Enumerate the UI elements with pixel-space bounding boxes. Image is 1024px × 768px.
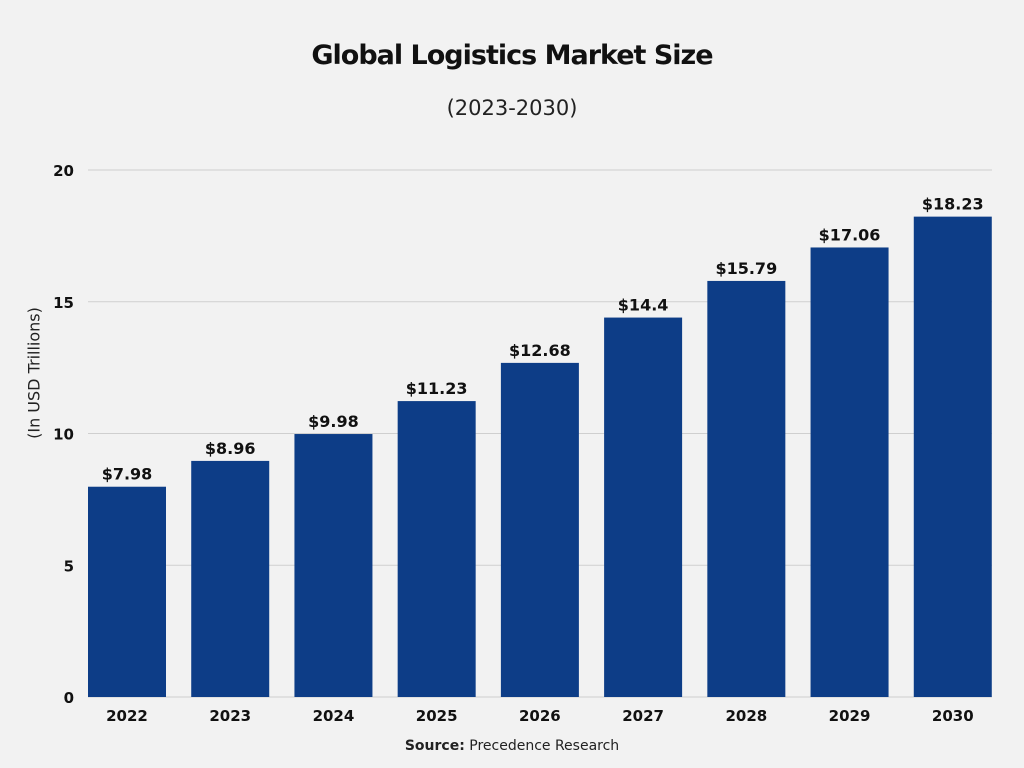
y-tick-label: 20 <box>53 162 74 180</box>
data-label: $12.68 <box>509 341 571 360</box>
source-note: Source: Precedence Research <box>0 738 1024 754</box>
y-tick-label: 15 <box>53 294 74 312</box>
x-tick-label: 2030 <box>932 707 974 725</box>
data-label: $7.98 <box>102 465 153 484</box>
x-tick-label: 2023 <box>209 707 251 725</box>
bar <box>191 460 270 697</box>
bar <box>397 401 476 697</box>
data-label: $18.23 <box>922 195 984 214</box>
bar <box>604 317 683 697</box>
x-tick-label: 2024 <box>313 707 355 725</box>
bar <box>810 247 889 697</box>
x-tick-label: 2029 <box>829 707 871 725</box>
bar <box>88 486 166 697</box>
bar <box>294 434 373 697</box>
y-tick-label: 10 <box>53 426 74 444</box>
x-tick-label: 2022 <box>106 707 148 725</box>
data-label: $9.98 <box>308 412 359 431</box>
y-tick-label: 5 <box>64 557 74 575</box>
chart-subtitle: (2023-2030) <box>446 96 578 120</box>
source-text: Precedence Research <box>469 738 620 754</box>
source-label: Source: <box>404 738 465 754</box>
data-label: $8.96 <box>205 439 256 458</box>
x-tick-label: 2027 <box>622 707 664 725</box>
bar <box>913 216 992 697</box>
y-tick-label: 0 <box>64 689 74 707</box>
x-tick-label: 2028 <box>725 707 767 725</box>
x-tick-label: 2026 <box>519 707 561 725</box>
data-label: $11.23 <box>406 379 468 398</box>
data-label: $17.06 <box>819 225 881 244</box>
bar <box>500 362 579 697</box>
chart-title: Global Logistics Market Size <box>311 40 713 71</box>
x-tick-label: 2025 <box>416 707 458 725</box>
data-label: $15.79 <box>715 259 777 278</box>
bar <box>707 280 786 697</box>
data-label: $14.4 <box>618 296 669 315</box>
